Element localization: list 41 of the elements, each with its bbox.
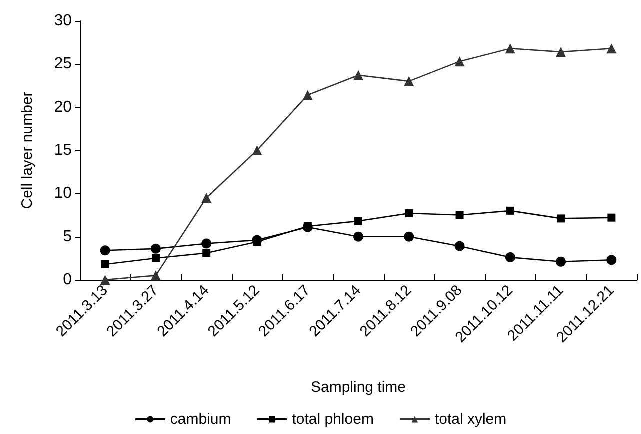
x-axis-title: Sampling time [310,379,406,396]
point [506,206,514,215]
y-tick-label: 30 [54,12,72,30]
point [405,210,414,218]
legend-label: total phloem [292,411,374,428]
y-tick-label: 10 [54,185,72,202]
point [354,217,362,226]
point [101,260,110,268]
point [202,238,212,249]
point [454,56,465,67]
point [608,214,616,222]
point [302,90,313,100]
point [152,254,160,262]
point [202,249,211,258]
point [606,44,617,54]
point [556,256,566,267]
legend-label: total xylem [434,411,507,428]
y-tick-label: 25 [54,56,72,73]
point [150,244,161,254]
point [556,47,566,58]
point [557,214,566,223]
point [354,70,364,80]
point [150,270,161,281]
point [100,275,110,285]
y-tick-label: 0 [63,272,72,288]
point [456,211,464,220]
legend-label: cambium [170,411,232,428]
y-tick-label: 15 [54,142,72,159]
y-tick-label: 5 [63,228,72,246]
point [454,241,465,252]
point [505,44,516,54]
point [505,252,516,263]
point [202,192,212,203]
point [252,146,262,156]
point [354,232,364,242]
y-axis-title: Cell layer number [19,92,36,210]
point [404,76,414,86]
point [404,232,414,242]
point [100,246,110,256]
point [606,255,617,266]
y-tick-label: 20 [54,98,72,116]
